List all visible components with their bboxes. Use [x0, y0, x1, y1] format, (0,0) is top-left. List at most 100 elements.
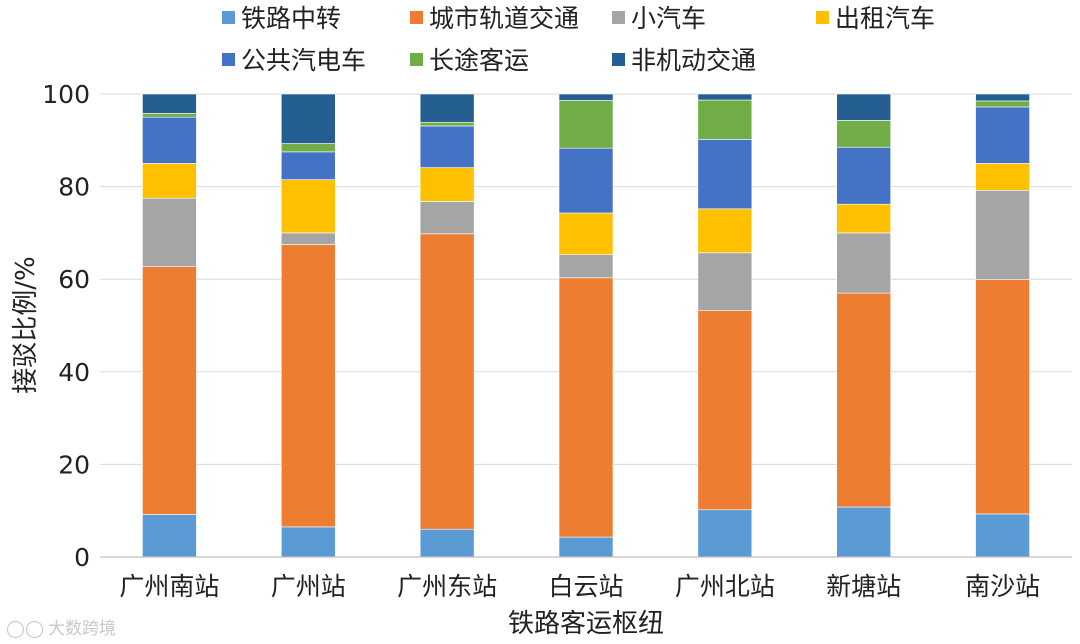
legend-swatch	[222, 11, 235, 24]
bar-segment	[558, 212, 614, 255]
legend-label: 长途客运	[429, 46, 529, 75]
legend-label: 铁路中转	[241, 4, 341, 33]
bar-segment	[142, 514, 197, 558]
x-tick-label: 广州东站	[397, 572, 497, 601]
legend-label: 出租汽车	[835, 4, 935, 33]
bar-segment	[836, 93, 892, 121]
bar-segment	[836, 203, 892, 234]
bar-segment	[280, 143, 336, 153]
legend-swatch	[612, 11, 625, 24]
bar-segment	[697, 93, 753, 101]
legend-swatch	[222, 53, 235, 66]
bar-segment	[142, 116, 197, 164]
bar-segment	[142, 93, 197, 114]
bar-segment	[142, 163, 197, 199]
legend-item: 长途客运	[410, 46, 529, 75]
bar-segment	[836, 292, 892, 508]
bar-stack	[142, 93, 197, 558]
bar-stack	[558, 93, 614, 558]
bar-segment	[697, 208, 753, 254]
bar-segment	[142, 266, 197, 515]
bar-segment	[836, 146, 892, 205]
x-tick-label: 广州北站	[675, 572, 775, 601]
y-axis-title: 接驳比例/%	[11, 256, 41, 393]
bar-segment	[558, 100, 614, 149]
bar-segment	[697, 509, 753, 558]
legend-swatch	[612, 53, 625, 66]
legend-item: 铁路中转	[222, 4, 341, 33]
bar-stack	[697, 93, 753, 558]
bar-segment	[836, 120, 892, 148]
legend-swatch	[410, 11, 423, 24]
bar-segment	[697, 252, 753, 311]
legend-item: 小汽车	[612, 4, 706, 33]
bar-segment	[836, 506, 892, 558]
bar-segment	[697, 139, 753, 210]
bar-segment	[419, 93, 475, 123]
bar-segment	[280, 179, 336, 234]
bar-segment	[558, 536, 614, 558]
y-tick-label: 100	[42, 80, 90, 109]
bar-segment	[558, 277, 614, 538]
bar-segment	[419, 167, 475, 202]
bar-segment	[419, 125, 475, 168]
bar-segment	[975, 513, 1030, 558]
bar-segment	[558, 147, 614, 214]
x-tick-label: 南沙站	[965, 572, 1040, 601]
x-tick-label: 广州站	[271, 572, 346, 601]
bar-segment	[836, 232, 892, 294]
bar-segment	[280, 244, 336, 528]
legend-item: 公共汽电车	[222, 46, 366, 75]
y-tick-label: 80	[58, 173, 90, 202]
legend-item: 城市轨道交通	[410, 4, 579, 33]
bar-segment	[280, 526, 336, 558]
bar-segment	[975, 163, 1030, 191]
bar-stack	[419, 93, 475, 558]
legend-item: 非机动交通	[612, 46, 756, 75]
bar-segment	[975, 190, 1030, 280]
y-tick-label: 40	[58, 358, 90, 387]
bar-segment	[280, 151, 336, 180]
bar-stack	[975, 93, 1030, 558]
legend-swatch	[816, 11, 829, 24]
bar-segment	[697, 99, 753, 140]
bar-segment	[975, 279, 1030, 515]
bar-segment	[419, 201, 475, 235]
bar-segment	[975, 100, 1030, 108]
y-tick-label: 20	[58, 450, 90, 479]
bar-stack	[836, 93, 892, 558]
x-axis-title: 铁路客运枢纽	[508, 609, 664, 639]
bar-segment	[975, 106, 1030, 164]
bar-segment	[697, 310, 753, 511]
bar-segment	[142, 113, 197, 118]
legend-label: 小汽车	[631, 4, 706, 33]
watermark-text: 大数跨境	[48, 619, 116, 639]
bar-stacks	[142, 93, 1030, 558]
legend-item: 出租汽车	[816, 4, 935, 33]
legend-label: 城市轨道交通	[429, 4, 579, 33]
bar-segment	[975, 93, 1030, 102]
bar-segment	[419, 233, 475, 530]
watermark-logo-icon: ◯◯	[6, 619, 44, 639]
x-tick-labels: 广州南站 广州站 广州东站 白云站 广州北站 新塘站 南沙站	[119, 572, 1040, 601]
bar-segment	[419, 121, 475, 127]
bar-segment	[142, 197, 197, 267]
y-tick-label: 0	[74, 543, 90, 572]
x-tick-label: 广州南站	[119, 572, 219, 601]
bar-segment	[558, 254, 614, 279]
legend-swatch	[410, 53, 423, 66]
y-tick-label: 60	[58, 265, 90, 294]
x-tick-label: 新塘站	[826, 572, 901, 601]
legend-label: 非机动交通	[631, 46, 756, 75]
bar-stack	[280, 93, 336, 558]
bar-segment	[558, 93, 614, 101]
watermark: ◯◯ 大数跨境	[6, 619, 116, 639]
bar-segment	[280, 93, 336, 144]
legend-label: 公共汽电车	[241, 46, 366, 75]
y-tick-labels: 0 20 40 60 80 100	[42, 80, 90, 572]
x-tick-label: 白云站	[548, 572, 623, 601]
bar-segment	[419, 528, 475, 558]
bar-segment	[280, 232, 336, 245]
